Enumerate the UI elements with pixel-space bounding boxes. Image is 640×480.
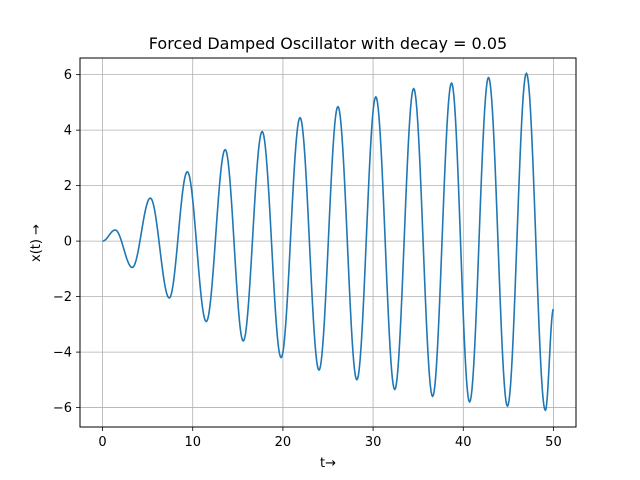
y-tick-label: 2: [64, 179, 72, 194]
x-tick-label: 20: [275, 435, 292, 450]
x-tick-label: 0: [98, 435, 106, 450]
chart-title: Forced Damped Oscillator with decay = 0.…: [149, 34, 507, 53]
tick-marks: 0 10 20 30 40 50 −6 −4 −2 0 2 4 6: [53, 68, 562, 450]
axes-frame: [79, 57, 577, 428]
y-tick-label: 6: [64, 68, 72, 83]
x-tick-label: 50: [545, 435, 562, 450]
series-line: [102, 72, 555, 412]
x-tick-label: 40: [455, 435, 472, 450]
plot-area: [102, 72, 555, 412]
y-tick-label: 0: [64, 235, 72, 250]
y-tick-label: −4: [53, 346, 72, 361]
y-tick-label: 4: [64, 124, 72, 139]
y-tick-label: −2: [53, 290, 72, 305]
x-tick-label: 30: [365, 435, 382, 450]
y-axis-label: x(t) →: [29, 224, 44, 262]
x-axis-label: t→: [320, 456, 336, 471]
y-tick-label: −6: [53, 401, 72, 416]
x-tick-label: 10: [184, 435, 201, 450]
